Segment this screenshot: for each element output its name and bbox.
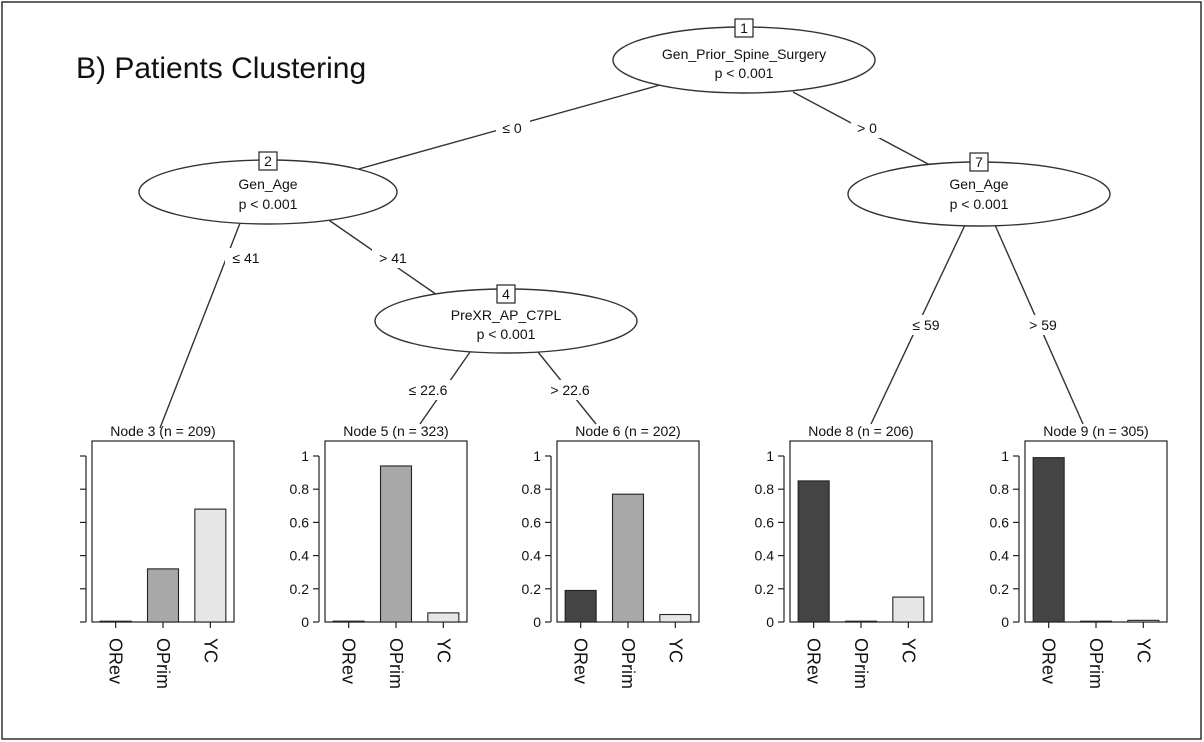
y-tick-label: 0.8: [755, 481, 775, 497]
bar-yc: [427, 612, 460, 623]
terminal-title: Node 8 (n = 206): [808, 423, 913, 439]
y-tick-label: 0.8: [522, 481, 542, 497]
node-pvalue-4: p < 0.001: [477, 326, 536, 342]
bar-yc: [194, 508, 227, 623]
inner-node-4: 4 PreXR_AP_C7PL p < 0.001: [374, 284, 638, 354]
category-label: YC: [665, 638, 685, 663]
terminal-title: Node 6 (n = 202): [575, 423, 680, 439]
inner-node-1: 1 Gen_Prior_Spine_Surgery p < 0.001: [612, 18, 876, 94]
category-label: ORev: [571, 638, 591, 684]
category-label: YC: [898, 638, 918, 663]
terminal-title: Node 5 (n = 323): [343, 423, 448, 439]
y-tick-label: 0.2: [522, 581, 542, 597]
y-tick-label: 0: [301, 614, 309, 630]
terminal-node-1: Node 3 (n = 209) ORev OPrim YC: [80, 423, 235, 689]
terminal-node-3: Node 6 (n = 202) 0 0.2 0.4 0.6 0.8 1 ORev OPrim Y…: [522, 423, 700, 689]
node-id-4: 4: [502, 286, 510, 302]
tree-edges: [159, 84, 1084, 429]
edge-label-7-9: > 59: [1029, 317, 1057, 333]
bar-orev: [564, 589, 597, 623]
edge-label-4-6: > 22.6: [550, 382, 590, 398]
bar-orev: [332, 620, 365, 623]
node-pvalue-7: p < 0.001: [950, 196, 1009, 212]
edge-labels: ≤ 0 > 0 ≤ 41 > 41 ≤ 22.6 > 22.6 ≤ 59 > 5…: [225, 118, 1064, 400]
category-label: OPrim: [618, 638, 638, 689]
figure-title: B) Patients Clustering: [76, 52, 366, 85]
category-label: YC: [1133, 638, 1153, 663]
category-label: OPrim: [851, 638, 871, 689]
bar-yc: [1127, 619, 1160, 623]
y-tick-label: 0.2: [290, 581, 310, 597]
edge-label-4-5: ≤ 22.6: [409, 382, 448, 398]
bar-yc: [659, 613, 692, 623]
y-tick-label: 0.6: [755, 514, 775, 530]
category-label: YC: [433, 638, 453, 663]
bar-orev: [797, 480, 830, 623]
terminal-node-5: Node 9 (n = 305) 0 0.2 0.4 0.6 0.8 1 ORev OPrim Y…: [990, 423, 1168, 689]
node-pvalue-1: p < 0.001: [715, 65, 774, 81]
inner-node-2: 2 Gen_Age p < 0.001: [138, 151, 398, 225]
category-label: OPrim: [1086, 638, 1106, 689]
y-tick-label: 0.8: [990, 481, 1010, 497]
y-tick-label: 0.6: [522, 514, 542, 530]
y-tick-label: 0.2: [755, 581, 775, 597]
node-id-1: 1: [740, 20, 748, 36]
y-tick-label: 0.6: [290, 514, 310, 530]
category-label: ORev: [339, 638, 359, 684]
y-tick-label: 0: [533, 614, 541, 630]
bar-yc: [892, 596, 925, 623]
y-tick-label: 1: [766, 448, 774, 464]
edge-label-2-3: ≤ 41: [232, 250, 259, 266]
bar-oprim: [1079, 620, 1113, 623]
bar-orev: [99, 620, 132, 623]
y-tick-label: 0.2: [990, 581, 1010, 597]
node-variable-7: Gen_Age: [949, 176, 1008, 192]
node-variable-4: PreXR_AP_C7PL: [451, 307, 562, 323]
edge-label-1-7: > 0: [857, 120, 877, 136]
node-variable-1: Gen_Prior_Spine_Surgery: [662, 46, 826, 62]
category-label: OPrim: [386, 638, 406, 689]
terminal-node-4: Node 8 (n = 206) 0 0.2 0.4 0.6 0.8 1 ORev OPrim Y…: [755, 423, 933, 689]
bar-oprim: [379, 465, 413, 623]
terminal-title: Node 3 (n = 209): [110, 423, 215, 439]
y-tick-label: 0.4: [755, 548, 775, 564]
category-label: YC: [200, 638, 220, 663]
category-label: OPrim: [153, 638, 173, 689]
category-label: ORev: [1039, 638, 1059, 684]
node-variable-2: Gen_Age: [238, 176, 297, 192]
inner-node-7: 7 Gen_Age p < 0.001: [847, 152, 1111, 227]
terminal-node-2: Node 5 (n = 323) 0 0.2 0.4 0.6 0.8 1 ORev OPrim Y…: [290, 423, 468, 689]
edge-label-1-2: ≤ 0: [502, 120, 522, 136]
y-tick-label: 0.4: [990, 548, 1010, 564]
y-tick-label: 0: [1001, 614, 1009, 630]
y-tick-label: 1: [1001, 448, 1009, 464]
bar-orev: [1032, 457, 1065, 623]
y-tick-label: 1: [301, 448, 309, 464]
y-tick-label: 0.8: [290, 481, 310, 497]
node-id-2: 2: [264, 153, 272, 169]
terminal-title: Node 9 (n = 305): [1043, 423, 1148, 439]
category-label: ORev: [106, 638, 126, 684]
bar-oprim: [844, 620, 878, 623]
y-tick-label: 1: [533, 448, 541, 464]
y-tick-label: 0: [766, 614, 774, 630]
edge-label-7-8: ≤ 59: [912, 317, 939, 333]
y-tick-label: 0.4: [522, 548, 542, 564]
y-tick-label: 0.4: [290, 548, 310, 564]
node-pvalue-2: p < 0.001: [239, 196, 298, 212]
node-id-7: 7: [975, 154, 983, 170]
y-tick-label: 0.6: [990, 514, 1010, 530]
bar-oprim: [146, 568, 180, 623]
category-label: ORev: [804, 638, 824, 684]
edge-label-2-4: > 41: [379, 250, 407, 266]
bar-oprim: [611, 493, 645, 623]
